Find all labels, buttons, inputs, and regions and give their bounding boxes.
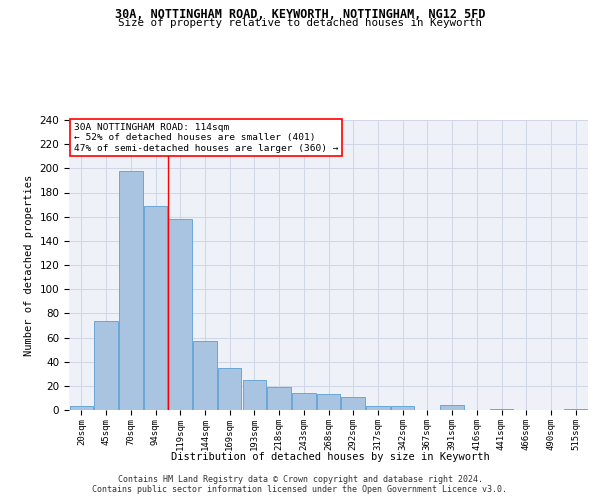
Bar bbox=[119, 171, 143, 410]
Bar bbox=[144, 206, 167, 410]
Text: 30A, NOTTINGHAM ROAD, KEYWORTH, NOTTINGHAM, NG12 5FD: 30A, NOTTINGHAM ROAD, KEYWORTH, NOTTINGH… bbox=[115, 8, 485, 20]
Text: 30A NOTTINGHAM ROAD: 114sqm
← 52% of detached houses are smaller (401)
47% of se: 30A NOTTINGHAM ROAD: 114sqm ← 52% of det… bbox=[74, 123, 338, 152]
Text: Contains HM Land Registry data © Crown copyright and database right 2024.
Contai: Contains HM Land Registry data © Crown c… bbox=[92, 474, 508, 494]
Bar bbox=[268, 387, 291, 410]
Bar bbox=[341, 396, 365, 410]
Bar bbox=[169, 219, 192, 410]
Bar bbox=[70, 406, 93, 410]
Bar bbox=[193, 341, 217, 410]
Bar bbox=[292, 393, 316, 410]
Bar bbox=[317, 394, 340, 410]
Text: Distribution of detached houses by size in Keyworth: Distribution of detached houses by size … bbox=[170, 452, 490, 462]
Bar bbox=[242, 380, 266, 410]
Y-axis label: Number of detached properties: Number of detached properties bbox=[24, 174, 34, 356]
Bar bbox=[218, 368, 241, 410]
Bar bbox=[490, 409, 513, 410]
Bar bbox=[94, 320, 118, 410]
Bar bbox=[440, 405, 464, 410]
Bar bbox=[366, 406, 389, 410]
Bar bbox=[564, 409, 587, 410]
Text: Size of property relative to detached houses in Keyworth: Size of property relative to detached ho… bbox=[118, 18, 482, 28]
Bar bbox=[391, 406, 415, 410]
